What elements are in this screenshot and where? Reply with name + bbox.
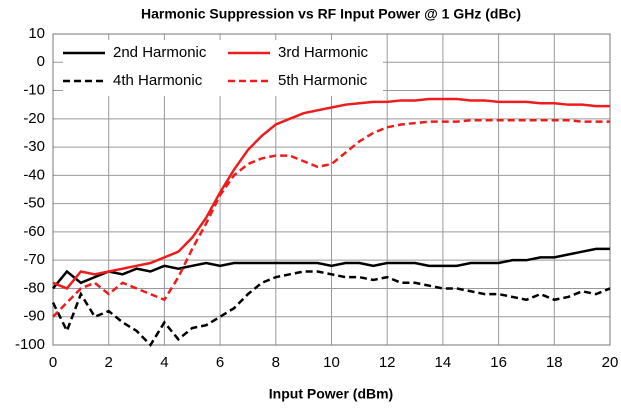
legend-label: 4th Harmonic (113, 72, 203, 89)
x-axis-label: Input Power (dBm) (269, 386, 393, 402)
y-tick-label: -40 (23, 166, 45, 183)
series-line (51, 270, 611, 348)
series-line (52, 97, 610, 290)
y-tick-label: -70 (23, 251, 45, 268)
x-tick-label: 2 (105, 354, 113, 371)
legend-label: 5th Harmonic (278, 72, 368, 89)
x-tick-label: 0 (49, 354, 57, 371)
x-tick-label: 4 (160, 354, 168, 371)
legend-label: 2nd Harmonic (113, 44, 207, 61)
x-tick-label: 10 (323, 354, 340, 371)
y-tick-label: -100 (15, 336, 45, 353)
legend-box (63, 40, 383, 96)
chart-title: Harmonic Suppression vs RF Input Power @… (141, 6, 521, 22)
series-line (52, 118, 610, 318)
y-tick-label: 0 (37, 53, 45, 70)
x-tick-label: 18 (546, 354, 563, 371)
legend-label: 3rd Harmonic (278, 44, 369, 61)
series-line (52, 247, 610, 290)
y-tick-label: -10 (23, 82, 45, 99)
x-tick-label: 12 (379, 354, 396, 371)
y-tick-label: -30 (23, 138, 45, 155)
x-tick-label: 14 (435, 354, 452, 371)
y-tick-label: -50 (23, 195, 45, 212)
x-tick-label: 20 (602, 354, 619, 371)
y-tick-label: 10 (28, 25, 45, 42)
x-tick-label: 16 (490, 354, 507, 371)
plot-frame (52, 33, 611, 346)
x-tick-label: 8 (272, 354, 280, 371)
y-tick-label: -20 (23, 110, 45, 127)
y-tick-label: -90 (23, 308, 45, 325)
x-tick-label: 6 (216, 354, 224, 371)
y-tick-label: -80 (23, 279, 45, 296)
y-tick-label: -60 (23, 223, 45, 240)
